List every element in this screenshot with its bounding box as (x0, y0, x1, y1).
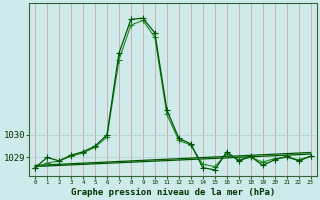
X-axis label: Graphe pression niveau de la mer (hPa): Graphe pression niveau de la mer (hPa) (71, 188, 275, 197)
